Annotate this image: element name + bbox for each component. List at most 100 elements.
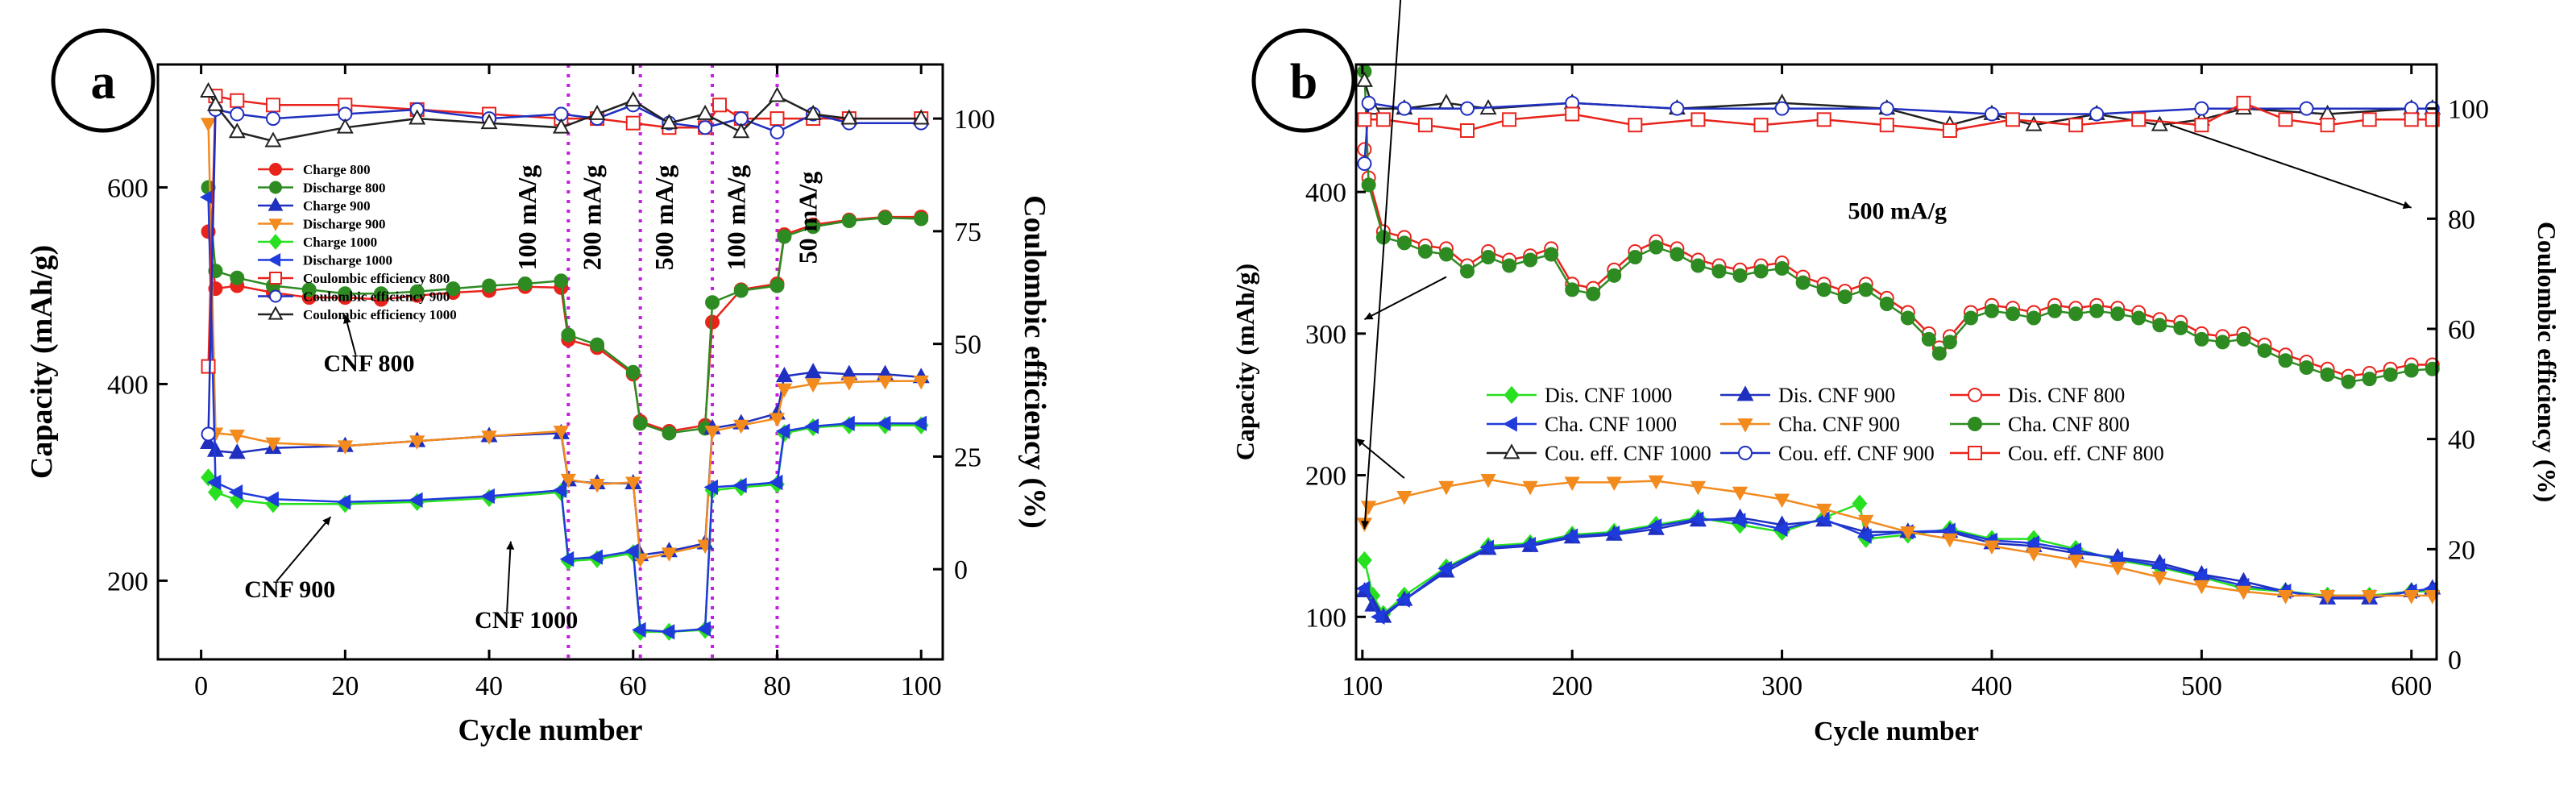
data-point [2026, 547, 2042, 562]
data-point [840, 415, 855, 431]
data-point [1690, 258, 1706, 273]
data-point [2236, 95, 2251, 110]
y2-tick-label: 20 [2448, 535, 2475, 565]
data-point [1670, 247, 1685, 262]
series-cou-eff-cnf-1000 [1355, 71, 2441, 131]
data-point [662, 426, 677, 441]
data-point [1481, 249, 1496, 264]
legend-item: Cou. eff. CNF 1000 [1487, 442, 1711, 465]
data-point [200, 433, 218, 450]
data-point [2025, 535, 2039, 551]
data-point [625, 115, 641, 131]
data-point [1879, 118, 1894, 133]
series-line [1363, 501, 2433, 616]
series-dis-cnf-900 [1355, 508, 2441, 623]
data-point [1607, 268, 1622, 283]
data-point [2194, 331, 2209, 347]
data-point [1361, 177, 1376, 193]
annotation-arrow [343, 314, 357, 355]
data-point [2173, 320, 2188, 335]
data-point [2362, 112, 2377, 127]
data-point [1942, 123, 1957, 138]
data-point [877, 210, 893, 226]
data-point [1773, 521, 1788, 537]
data-point [1586, 286, 1601, 301]
data-point [1480, 473, 1496, 488]
data-point [1816, 282, 1831, 297]
rate-label: 100 mA/g [512, 165, 541, 271]
data-point [228, 484, 243, 501]
data-point [1357, 156, 1372, 171]
data-point [264, 131, 282, 148]
data-point [1774, 101, 1790, 116]
data-point [768, 474, 783, 491]
data-point [1605, 525, 1620, 542]
y-tick-label: 400 [107, 370, 148, 400]
data-point [1753, 118, 1769, 133]
legend-marker [269, 289, 282, 303]
legend-marker [268, 218, 283, 231]
data-point [2194, 118, 2209, 133]
legend-item: Dis. CNF 900 [1720, 384, 1895, 407]
data-point [805, 378, 821, 393]
data-point [1648, 475, 1665, 490]
data-point [1396, 235, 1412, 251]
legend-marker [268, 305, 284, 320]
legend-item: Charge 800 [258, 162, 371, 177]
data-point [705, 295, 720, 310]
x-tick-label: 200 [1552, 671, 1593, 701]
data-point [1670, 101, 1685, 116]
data-point [1837, 289, 1852, 305]
legend-marker [269, 163, 282, 176]
data-point [1984, 106, 1999, 122]
series-coulombic-efficiency-900 [201, 98, 929, 442]
y-tick-label: 200 [1305, 462, 1346, 492]
legend-marker [1503, 443, 1520, 459]
x-tick-label: 400 [1971, 671, 2012, 701]
annotation-arrow [1355, 438, 1405, 479]
data-point [1816, 503, 1832, 518]
annotation-arrow [276, 516, 332, 582]
data-point [481, 430, 497, 445]
series-cha-cnf-800 [1357, 64, 2440, 389]
data-point [446, 281, 461, 297]
data-point [768, 86, 786, 102]
data-point [1355, 71, 1373, 87]
data-point [1879, 101, 1894, 116]
y2-tick-label: 100 [2448, 95, 2489, 125]
legend-label: Discharge 900 [303, 217, 385, 232]
data-point [2152, 318, 2167, 333]
legend-item: Coulombic efficiency 800 [258, 271, 450, 286]
data-point [1689, 511, 1704, 527]
x-tick-label: 20 [331, 671, 359, 701]
data-point [732, 477, 747, 493]
legend-item: Dis. CNF 1000 [1487, 384, 1672, 407]
legend-item: Charge 900 [258, 197, 371, 214]
data-point [2299, 101, 2314, 116]
y-axis-label: Capacity (mAh/g) [25, 245, 59, 479]
legend-marker [268, 197, 284, 211]
data-point [2131, 310, 2147, 326]
series-line [1363, 517, 2433, 619]
data-point [1690, 112, 1706, 127]
legend-label: Cou. eff. CNF 1000 [1545, 442, 1711, 465]
data-point [2068, 306, 2084, 322]
legend-marker [269, 181, 282, 194]
data-point [769, 278, 785, 293]
data-point [2299, 360, 2314, 376]
legend-label: Cha. CNF 900 [1778, 413, 1900, 436]
data-point [201, 426, 216, 442]
legend-marker [1504, 385, 1520, 405]
data-point [2257, 343, 2272, 358]
data-point [703, 479, 718, 496]
y-tick-label: 300 [1305, 320, 1346, 350]
legend-marker [269, 272, 282, 285]
data-point [337, 440, 353, 455]
data-point [1649, 239, 1664, 255]
data-point [1731, 513, 1746, 529]
series-line [1363, 478, 2433, 597]
legend-item: Cha. CNF 800 [1950, 413, 2130, 436]
series-cou-eff-cnf-900 [1357, 95, 2440, 171]
data-point [1942, 533, 1958, 548]
series-line [1364, 102, 2433, 132]
